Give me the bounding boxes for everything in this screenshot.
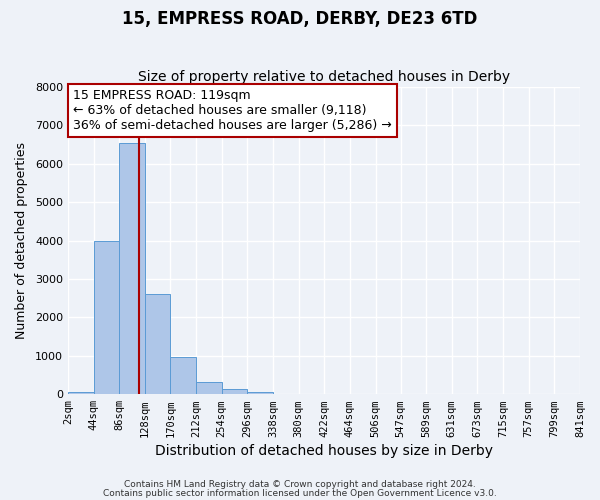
Bar: [247, 392, 273, 394]
Bar: [94, 240, 119, 394]
Text: 15, EMPRESS ROAD, DERBY, DE23 6TD: 15, EMPRESS ROAD, DERBY, DE23 6TD: [122, 10, 478, 28]
Bar: [170, 358, 196, 394]
X-axis label: Distribution of detached houses by size in Derby: Distribution of detached houses by size …: [155, 444, 493, 458]
Bar: [68, 392, 94, 394]
Text: Contains public sector information licensed under the Open Government Licence v3: Contains public sector information licen…: [103, 489, 497, 498]
Bar: [222, 389, 247, 394]
Bar: [145, 294, 170, 394]
Bar: [196, 382, 222, 394]
Text: Contains HM Land Registry data © Crown copyright and database right 2024.: Contains HM Land Registry data © Crown c…: [124, 480, 476, 489]
Text: 15 EMPRESS ROAD: 119sqm
← 63% of detached houses are smaller (9,118)
36% of semi: 15 EMPRESS ROAD: 119sqm ← 63% of detache…: [73, 88, 392, 132]
Title: Size of property relative to detached houses in Derby: Size of property relative to detached ho…: [138, 70, 510, 85]
Bar: [119, 142, 145, 394]
Y-axis label: Number of detached properties: Number of detached properties: [15, 142, 28, 339]
